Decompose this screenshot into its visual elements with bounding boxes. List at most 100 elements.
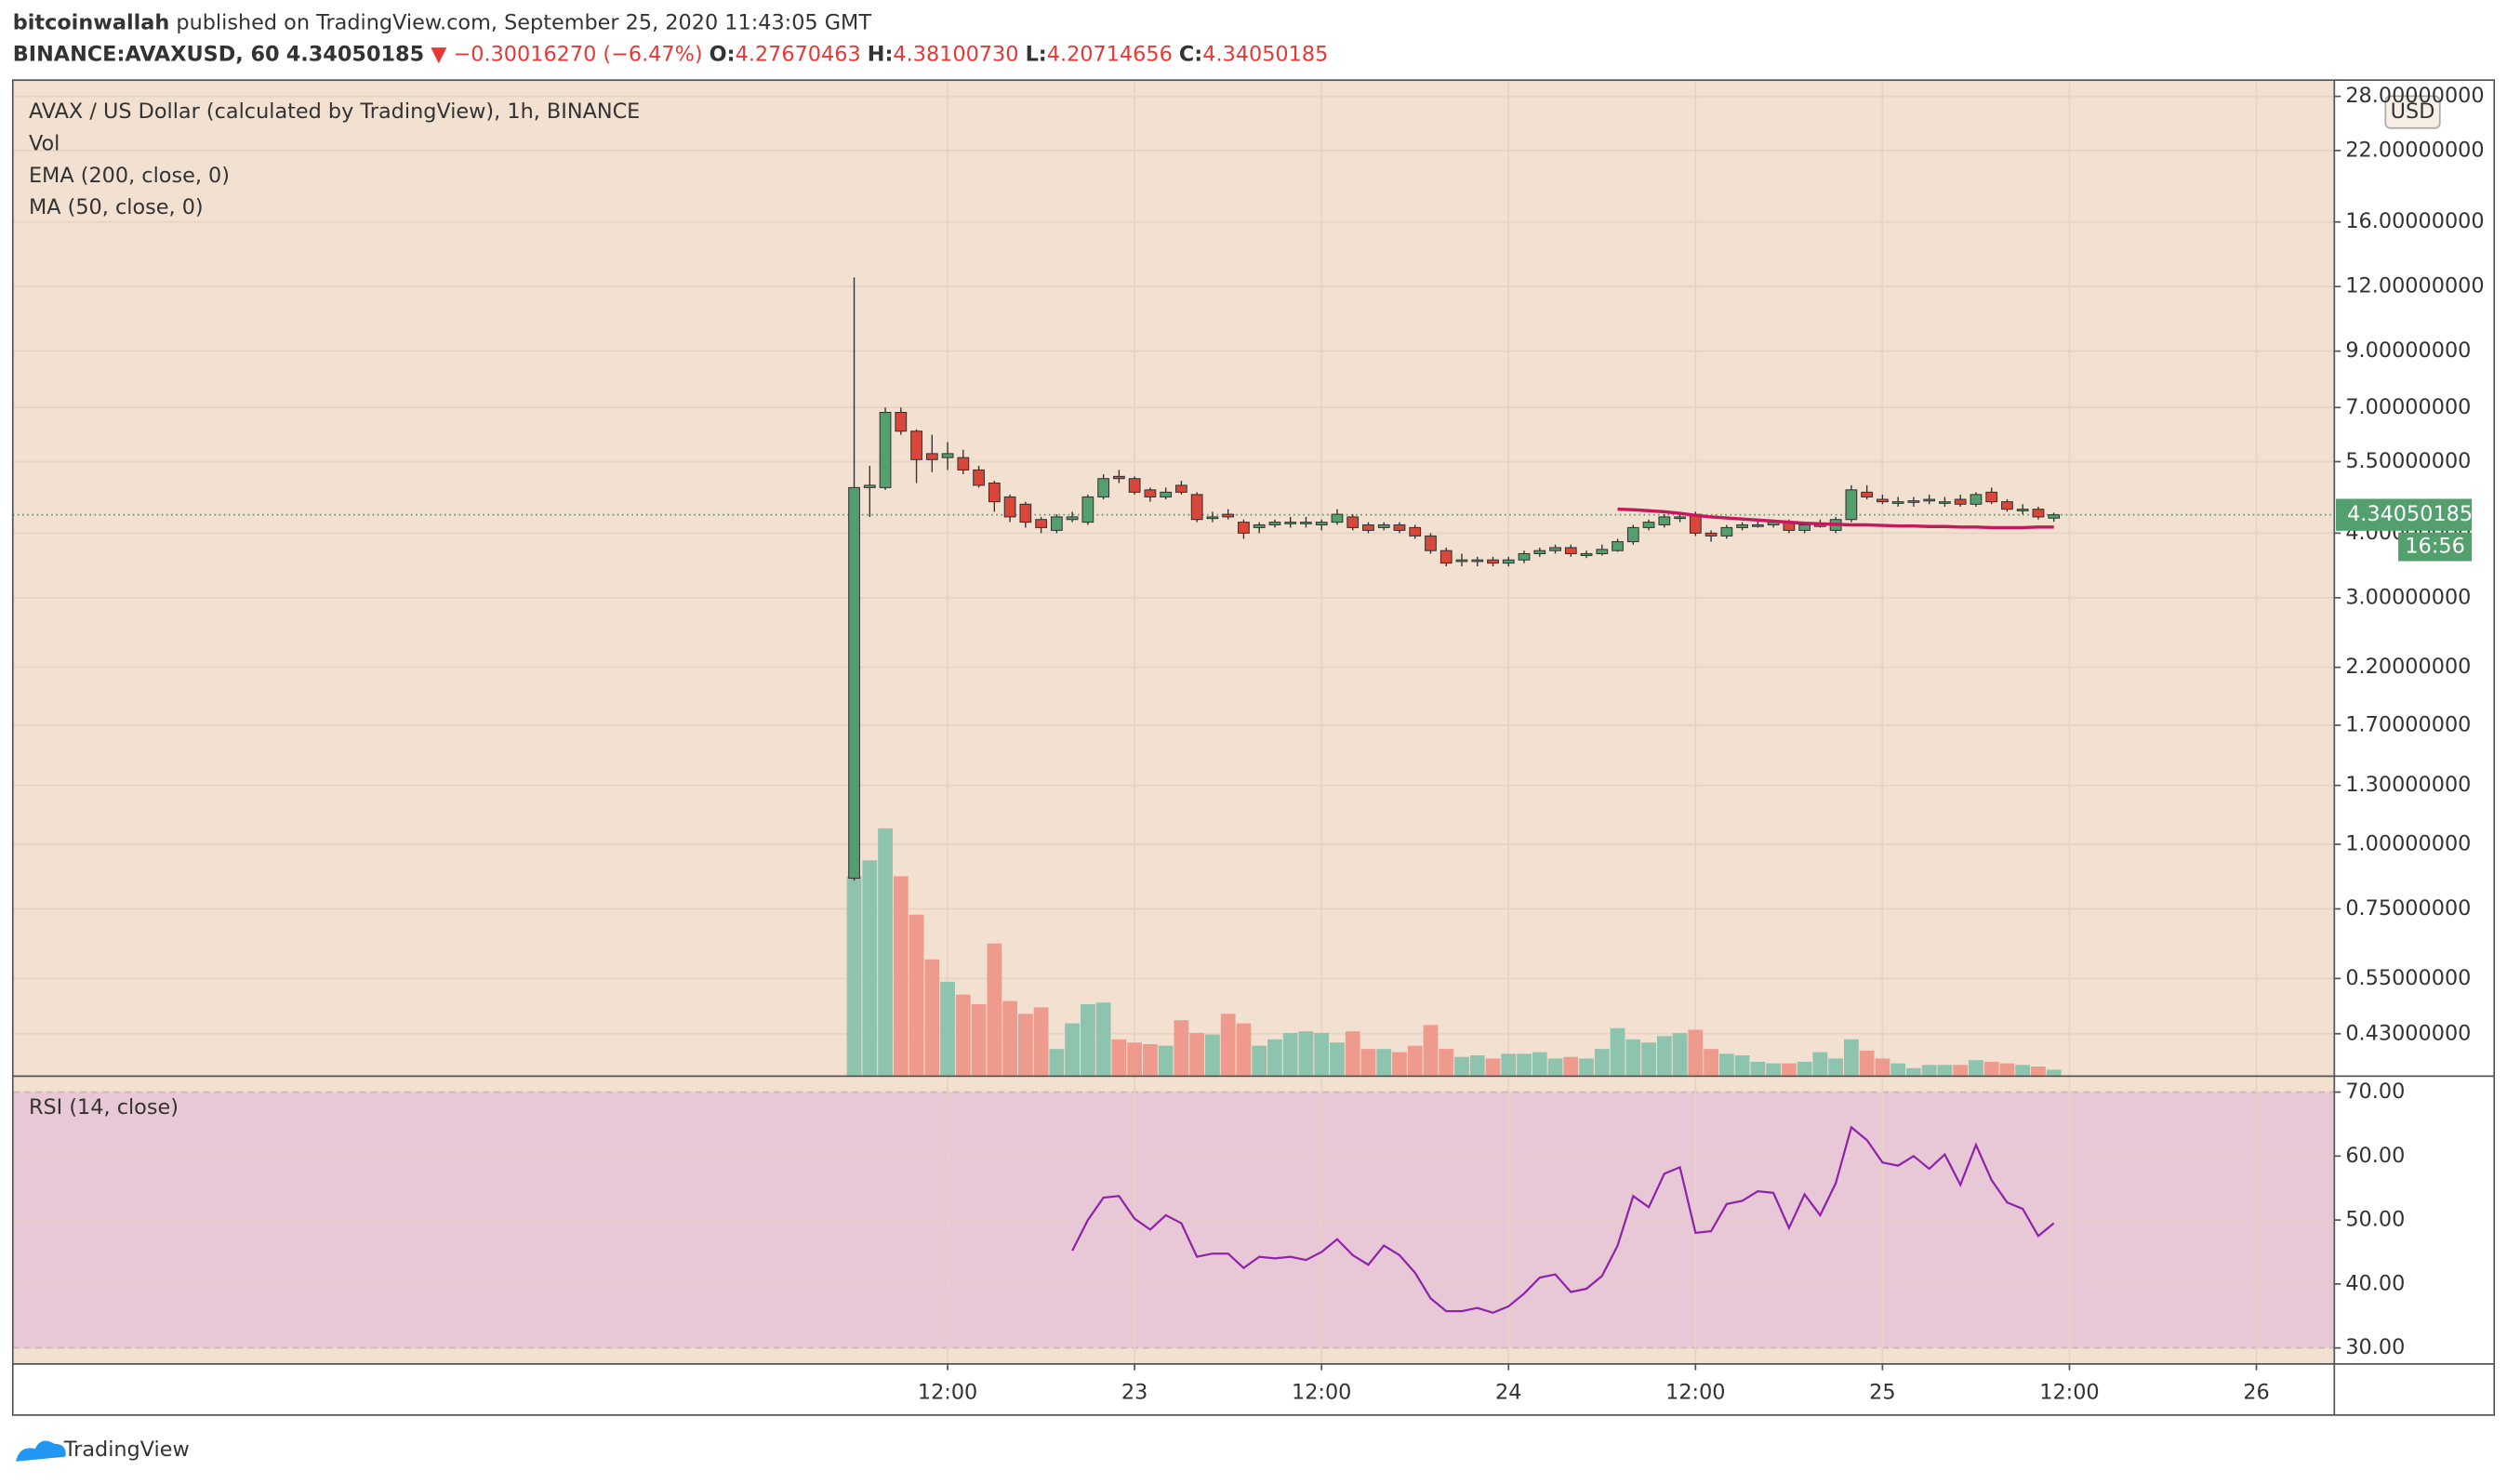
rsi-tick-label: 30.00: [2345, 1335, 2405, 1359]
candle-body: [1019, 503, 1032, 523]
candle-body: [1845, 489, 1858, 521]
volume-bar: [1812, 1052, 1828, 1077]
x-tick-label: 12:00: [918, 1380, 977, 1404]
h-label: H:: [868, 42, 894, 66]
brand: TradingView: [63, 1438, 190, 1462]
volume-bar: [1376, 1049, 1392, 1077]
last-price-box: [2336, 498, 2473, 531]
candle-body: [1642, 522, 1655, 528]
candle-body: [1626, 526, 1639, 543]
candle-body: [1097, 478, 1110, 497]
volume-bar: [878, 828, 893, 1077]
arrow: ▼: [431, 42, 447, 66]
volume-bar: [971, 1003, 987, 1077]
volume-bar: [940, 981, 955, 1077]
o-label: O:: [710, 42, 736, 66]
candle-body: [1300, 522, 1312, 524]
volume-bar: [1906, 1067, 1921, 1077]
candle-body: [1190, 494, 1203, 521]
volume-bar: [1282, 1032, 1298, 1077]
candle-body: [1238, 522, 1250, 534]
y-tick-label: 0.75000000: [2345, 896, 2471, 921]
rsi-title: RSI (14, close): [29, 1095, 179, 1120]
candle-body: [1066, 516, 1079, 521]
candle-body: [973, 469, 985, 486]
volume-bar: [1641, 1042, 1656, 1077]
candle-body: [1439, 550, 1452, 564]
volume-bar: [1579, 1058, 1594, 1077]
candle-body: [1393, 523, 1406, 531]
volume-bar: [987, 943, 1002, 1077]
volume-bar: [846, 876, 862, 1077]
volume-bar: [2015, 1065, 2031, 1077]
candle-body: [1907, 500, 1920, 503]
volume-bar: [1672, 1032, 1688, 1077]
candle-body: [1206, 516, 1219, 520]
last-price-label: 4.34050185: [2347, 502, 2473, 526]
countdown: 16:56: [2405, 535, 2464, 559]
volume-bar: [1625, 1039, 1641, 1077]
volume-bar: [1844, 1039, 1859, 1077]
volume-bar: [1065, 1023, 1080, 1077]
rsi-tick-label: 70.00: [2345, 1080, 2405, 1104]
volume-bar: [1143, 1043, 1158, 1077]
plot-layer: [12, 80, 2335, 1364]
volume-bar: [1704, 1049, 1718, 1077]
candle-body: [1253, 523, 1266, 528]
candle-body: [1564, 547, 1577, 554]
volume-bar: [1127, 1042, 1143, 1077]
volume-bar: [1002, 1000, 1017, 1077]
volume-bar: [1859, 1050, 1875, 1077]
volume-bar: [1610, 1027, 1625, 1077]
x-tick-label: 12:00: [1292, 1380, 1351, 1404]
price-pane: [12, 80, 2335, 1077]
publish-line: bitcoinwallah published on TradingView.c…: [13, 10, 872, 34]
change: −0.30016270 (−6.47%): [454, 42, 703, 66]
currency: USD: [2391, 99, 2435, 124]
volume-bar: [1345, 1031, 1360, 1077]
candle-body: [1798, 523, 1811, 531]
l-value: 4.20714656: [1047, 42, 1173, 66]
volume-bar: [1734, 1055, 1750, 1077]
volume-bar: [1454, 1056, 1469, 1077]
volume-bar: [1314, 1032, 1330, 1077]
volume-bar: [1033, 1007, 1049, 1077]
candle-body: [1035, 519, 1047, 528]
candle-body: [1518, 552, 1531, 561]
candle-body: [2016, 509, 2029, 511]
volume-bar: [862, 860, 878, 1077]
x-tick-label: 26: [2243, 1380, 2269, 1404]
volume-bar: [893, 876, 909, 1077]
price: 4.34050185: [286, 42, 424, 66]
candle-body: [1596, 549, 1609, 554]
y-tick-label: 5.50000000: [2345, 449, 2471, 473]
volume-bar: [1330, 1042, 1345, 1077]
candle-body: [863, 484, 876, 488]
ma-line: [1617, 507, 2054, 530]
candle-body: [2001, 501, 2013, 510]
rsi-line: [1071, 1125, 2055, 1315]
volume-bar: [1407, 1045, 1423, 1077]
candle-body: [1377, 523, 1390, 528]
volume-bar: [1890, 1063, 1906, 1077]
candle-body: [1658, 516, 1671, 526]
x-tick-label: 25: [1869, 1380, 1895, 1404]
candle-body: [988, 482, 1001, 503]
candle-body: [1268, 522, 1281, 526]
candle-body: [1674, 516, 1686, 520]
volume-bar: [1953, 1065, 1969, 1077]
volume-bar: [1049, 1049, 1065, 1077]
c-label: C:: [1179, 42, 1202, 66]
volume-bar: [909, 914, 924, 1077]
candle-body: [910, 431, 922, 460]
publisher: bitcoinwallah: [13, 10, 170, 34]
volume-bar: [1392, 1052, 1407, 1077]
volume-bar: [1983, 1061, 1999, 1077]
y-tick-label: 0.55000000: [2345, 966, 2471, 990]
volume-bar: [1501, 1053, 1517, 1077]
volume-bar: [1439, 1049, 1454, 1077]
rsi-tick-label: 60.00: [2345, 1144, 2405, 1168]
logo-icon: [16, 1440, 66, 1462]
volume-bar: [1517, 1053, 1532, 1077]
candle-body: [1331, 513, 1344, 523]
